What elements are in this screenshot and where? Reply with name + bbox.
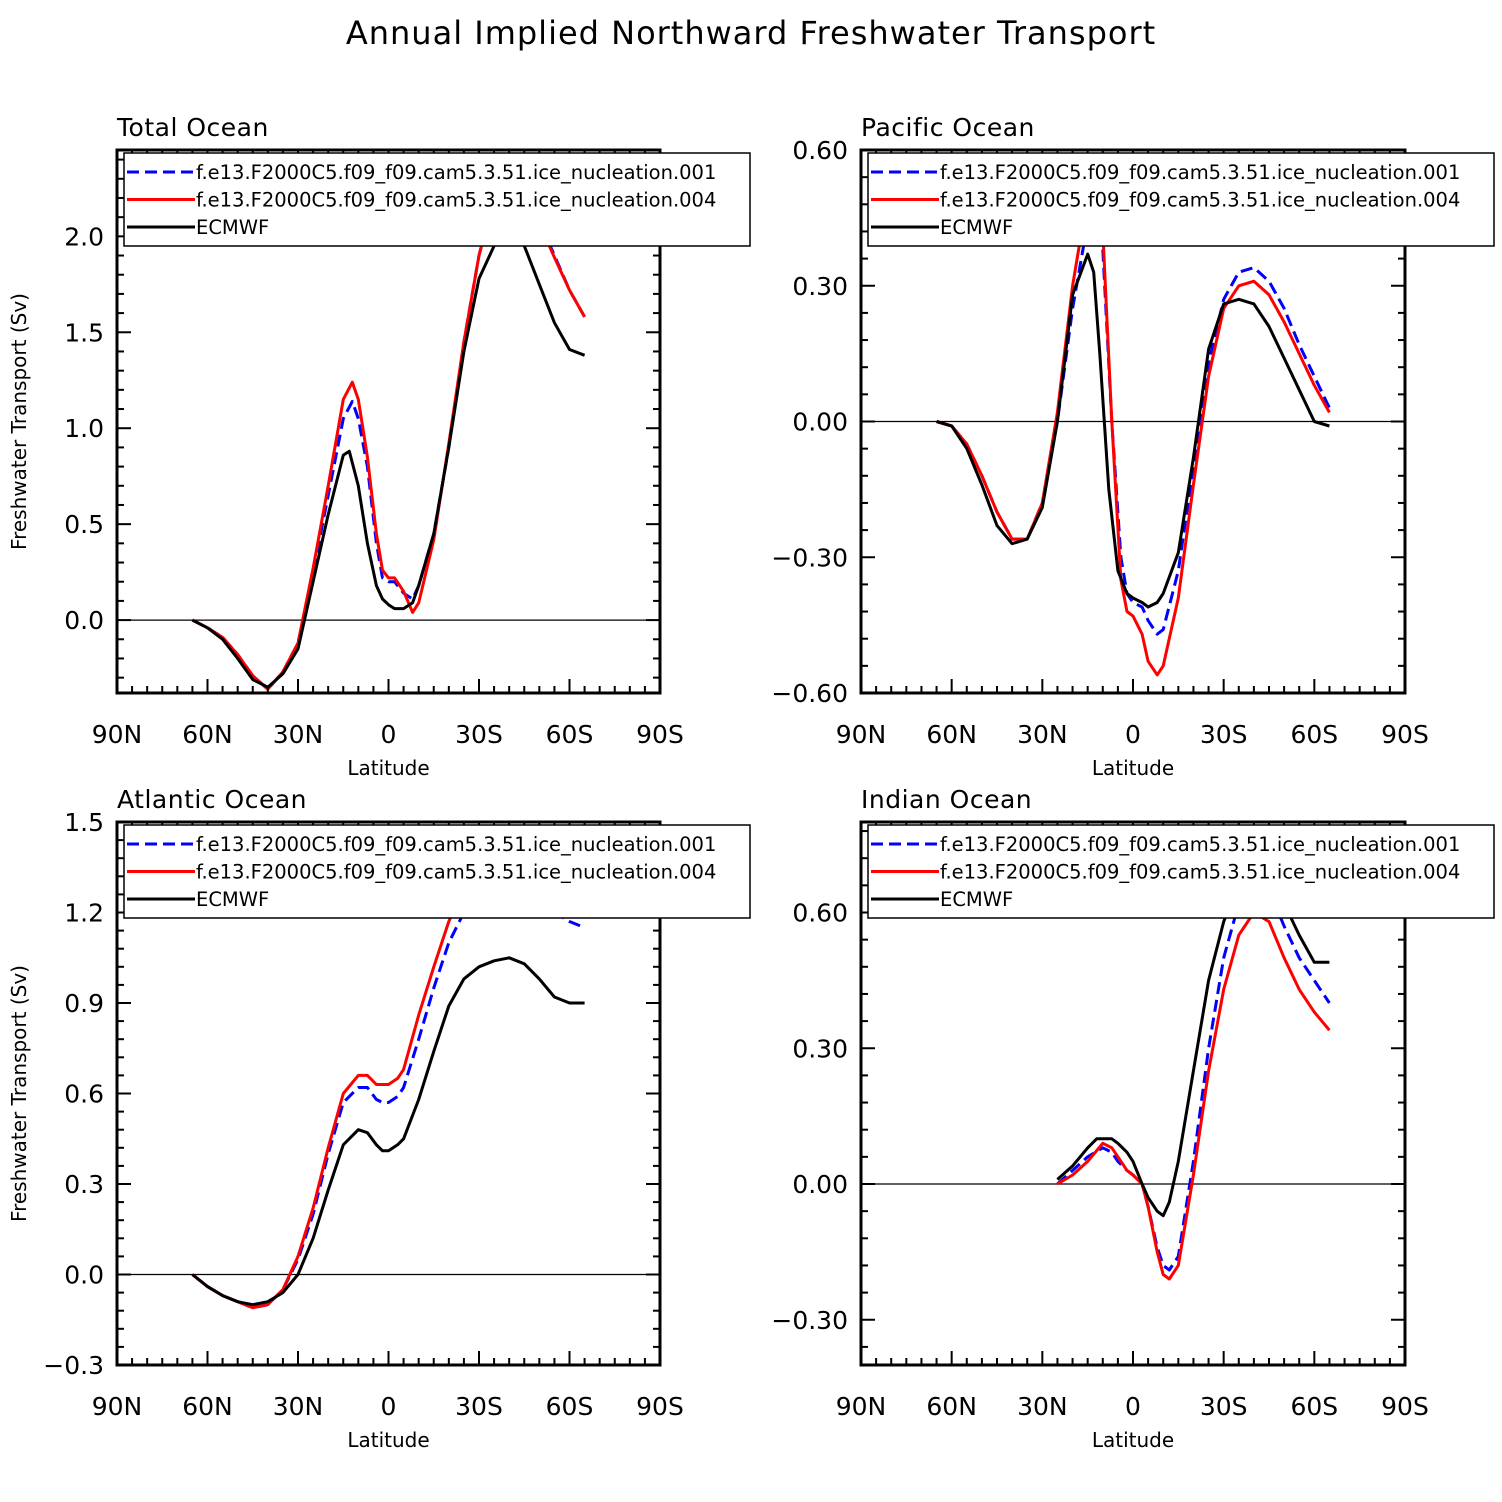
y-tick-label: 1.0 <box>64 414 104 443</box>
series-line-2 <box>936 252 1330 609</box>
x-tick-label: 90N <box>836 1392 887 1421</box>
y-axis-label: Freshwater Transport (Sv) <box>7 293 31 550</box>
x-tick-label: 60S <box>546 720 594 749</box>
x-tick-label: 60N <box>182 1392 233 1421</box>
legend-box <box>867 152 1495 247</box>
x-tick-label: 0 <box>381 720 397 749</box>
series-line-1 <box>936 180 1331 677</box>
y-tick-label: 0.30 <box>792 1034 848 1063</box>
x-tick-label: 0 <box>381 1392 397 1421</box>
legend: f.e13.F2000C5.f09_f09.cam5.3.51.ice_nucl… <box>123 824 751 919</box>
legend-label-1: f.e13.F2000C5.f09_f09.cam5.3.51.ice_nucl… <box>940 189 1460 212</box>
x-tick-label: 30S <box>1200 720 1248 749</box>
legend: f.e13.F2000C5.f09_f09.cam5.3.51.ice_nucl… <box>123 152 751 247</box>
y-tick-label: 2.0 <box>64 222 104 251</box>
x-tick-label: 30N <box>273 1392 324 1421</box>
legend: f.e13.F2000C5.f09_f09.cam5.3.51.ice_nucl… <box>867 152 1495 247</box>
y-tick-label: 0.00 <box>792 408 848 437</box>
x-tick-label: 30N <box>273 720 324 749</box>
legend-label-0: f.e13.F2000C5.f09_f09.cam5.3.51.ice_nucl… <box>196 833 716 856</box>
legend-label-2: ECMWF <box>196 216 269 239</box>
x-tick-label: 30S <box>1200 1392 1248 1421</box>
x-axis-label: Latitude <box>1092 756 1174 780</box>
legend-box <box>123 824 751 919</box>
x-axis-label: Latitude <box>347 756 429 780</box>
legend: f.e13.F2000C5.f09_f09.cam5.3.51.ice_nucl… <box>867 824 1495 919</box>
series-line-2 <box>191 232 586 689</box>
x-axis-label: Latitude <box>1092 1428 1174 1452</box>
y-axis-label: Freshwater Transport (Sv) <box>7 965 31 1222</box>
y-tick-label: 0.60 <box>792 899 848 928</box>
panels-group: 90N 60N 30N 0 30S 60S 90S 0.0 0.5 1.0 1.5 2.0 Total … <box>7 113 1495 1452</box>
y-tick-label: 0.60 <box>792 136 848 165</box>
panel-2: 90N 60N 30N 0 30S 60S 90S −0.3 0.0 0.3 0.6 0.9 1.2 1.… <box>7 785 751 1452</box>
y-tick-label: 0.3 <box>64 1170 104 1199</box>
x-tick-label: 60N <box>182 720 233 749</box>
legend-label-0: f.e13.F2000C5.f09_f09.cam5.3.51.ice_nucl… <box>940 833 1460 856</box>
x-tick-label: 60S <box>1290 1392 1338 1421</box>
figure-title: Annual Implied Northward Freshwater Tran… <box>346 14 1156 52</box>
x-tick-label: 90S <box>1381 720 1429 749</box>
y-tick-label: 0.5 <box>64 510 104 539</box>
x-tick-label: 90S <box>636 1392 684 1421</box>
y-tick-label: −0.3 <box>43 1351 104 1380</box>
x-tick-label: 90N <box>92 1392 143 1421</box>
x-tick-label: 60N <box>926 1392 977 1421</box>
legend-label-0: f.e13.F2000C5.f09_f09.cam5.3.51.ice_nucl… <box>196 161 716 184</box>
x-tick-label: 30S <box>455 1392 503 1421</box>
y-tick-label: 0.6 <box>64 1080 104 1109</box>
y-tick-label: −0.60 <box>771 679 848 708</box>
legend-label-2: ECMWF <box>196 888 269 911</box>
legend-label-1: f.e13.F2000C5.f09_f09.cam5.3.51.ice_nucl… <box>196 861 716 884</box>
x-tick-label: 30S <box>455 720 503 749</box>
x-tick-label: 90S <box>1381 1392 1429 1421</box>
legend-label-1: f.e13.F2000C5.f09_f09.cam5.3.51.ice_nucl… <box>196 189 716 212</box>
legend-box <box>123 152 751 247</box>
y-tick-label: 1.5 <box>64 318 104 347</box>
legend-label-2: ECMWF <box>940 216 1013 239</box>
legend-label-0: f.e13.F2000C5.f09_f09.cam5.3.51.ice_nucl… <box>940 161 1460 184</box>
y-tick-label: 0.30 <box>792 272 848 301</box>
series-line-2 <box>191 956 585 1307</box>
panel-3: 90N 60N 30N 0 30S 60S 90S −0.30 0.00 0.30 0.60 Indi… <box>771 785 1495 1452</box>
panel-title: Atlantic Ocean <box>117 785 307 814</box>
x-axis-label: Latitude <box>347 1428 429 1452</box>
y-tick-label: 0.00 <box>792 1170 848 1199</box>
panel-title: Total Ocean <box>116 113 269 142</box>
x-tick-label: 90N <box>836 720 887 749</box>
legend-label-1: f.e13.F2000C5.f09_f09.cam5.3.51.ice_nucl… <box>940 861 1460 884</box>
panel-title: Indian Ocean <box>861 785 1032 814</box>
y-tick-label: 0.0 <box>64 606 104 635</box>
x-tick-label: 30N <box>1017 720 1068 749</box>
panel-title: Pacific Ocean <box>861 113 1035 142</box>
y-tick-label: 0.0 <box>64 1261 104 1290</box>
x-tick-label: 30N <box>1017 1392 1068 1421</box>
x-tick-label: 60S <box>546 1392 594 1421</box>
y-tick-label: 0.9 <box>64 989 104 1018</box>
x-tick-label: 90N <box>92 720 143 749</box>
panel-1: 90N 60N 30N 0 30S 60S 90S −0.60 −0.30 0.00 0.30 0.6… <box>771 113 1495 780</box>
panel-0: 90N 60N 30N 0 30S 60S 90S 0.0 0.5 1.0 1.5 2.0 Total … <box>7 113 751 780</box>
y-tick-label: −0.30 <box>771 543 848 572</box>
x-tick-label: 60S <box>1290 720 1338 749</box>
y-tick-label: 1.5 <box>64 808 104 837</box>
legend-box <box>867 824 1495 919</box>
series-line-1 <box>1056 911 1331 1281</box>
x-tick-label: 60N <box>926 720 977 749</box>
x-tick-label: 0 <box>1125 1392 1141 1421</box>
x-tick-label: 0 <box>1125 720 1141 749</box>
y-tick-label: −0.30 <box>771 1306 848 1335</box>
x-tick-label: 90S <box>636 720 684 749</box>
legend-label-2: ECMWF <box>940 888 1013 911</box>
y-tick-label: 1.2 <box>64 899 104 928</box>
series-line-0 <box>1056 883 1331 1272</box>
